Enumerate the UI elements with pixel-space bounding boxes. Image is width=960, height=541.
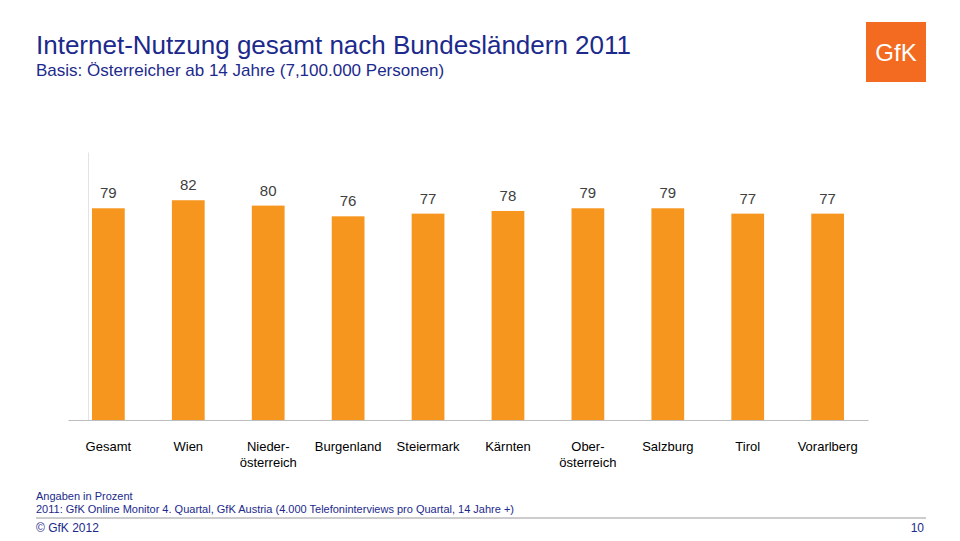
y-axis-line: [88, 153, 89, 421]
bar: [731, 214, 764, 420]
bar: [571, 208, 604, 420]
x-tick: Salzburg: [642, 420, 693, 454]
bar: [492, 211, 525, 420]
x-tick: Steiermark: [397, 420, 460, 454]
annotation: Angaben in Prozent: [36, 490, 133, 502]
x-tick: Ober-österreich: [559, 420, 616, 470]
x-tick: Burgenland: [315, 420, 382, 454]
x-axis-line: [69, 420, 869, 421]
bar: [252, 206, 285, 420]
data-label: 77: [739, 190, 756, 207]
x-tick: Tirol: [735, 420, 760, 454]
chart: Internet-Nutzung gesamt nach Bundeslände…: [0, 0, 960, 541]
bar: [172, 200, 205, 420]
data-labels: 79 82 80 76 77 78 79 79 77 77: [100, 176, 836, 209]
data-label: 78: [500, 187, 517, 204]
logo-text: GfK: [875, 39, 916, 66]
data-label: 77: [420, 190, 437, 207]
x-tick-label: Burgenland: [315, 439, 382, 454]
x-tick-label: Nieder-österreich: [240, 439, 297, 470]
x-tick: Vorarlberg: [798, 420, 858, 454]
annotation: 10: [911, 521, 925, 535]
x-tick: Wien: [173, 420, 203, 454]
subtitle: Basis: Österreicher ab 14 Jahre (7,100.0…: [36, 61, 444, 80]
bar: [651, 208, 684, 420]
annotation: © GfK 2012: [36, 521, 99, 535]
x-tick: Gesamt: [86, 420, 132, 454]
data-label: 79: [659, 184, 676, 201]
bar: [811, 214, 844, 420]
x-tick-label: Vorarlberg: [798, 439, 858, 454]
data-label: 76: [340, 192, 357, 209]
data-label: 80: [260, 182, 277, 199]
x-axis: Gesamt Wien Nieder-österreich Burgenland Ste…: [69, 420, 869, 470]
footer-rule: [36, 518, 926, 519]
x-tick-label: Salzburg: [642, 439, 693, 454]
bar: [92, 208, 125, 420]
logo-box: [866, 22, 926, 82]
bar: [332, 216, 365, 420]
bars: [92, 200, 844, 420]
x-tick-label: Tirol: [735, 439, 760, 454]
x-tick-label: Wien: [173, 439, 203, 454]
x-tick-label: Ober-österreich: [559, 439, 616, 470]
data-label: 79: [580, 184, 597, 201]
x-tick-label: Steiermark: [397, 439, 460, 454]
x-tick-label: Kärnten: [485, 439, 531, 454]
data-label: 79: [100, 184, 117, 201]
title: Internet-Nutzung gesamt nach Bundeslände…: [36, 30, 631, 60]
annotation: 2011: GfK Online Monitor 4. Quartal, GfK…: [36, 503, 514, 515]
x-tick: Nieder-österreich: [240, 420, 297, 470]
bar: [412, 214, 445, 420]
x-tick-label: Gesamt: [86, 439, 132, 454]
data-label: 77: [819, 190, 836, 207]
y-axis: [88, 153, 89, 421]
data-label: 82: [180, 176, 197, 193]
x-tick: Kärnten: [485, 420, 531, 454]
